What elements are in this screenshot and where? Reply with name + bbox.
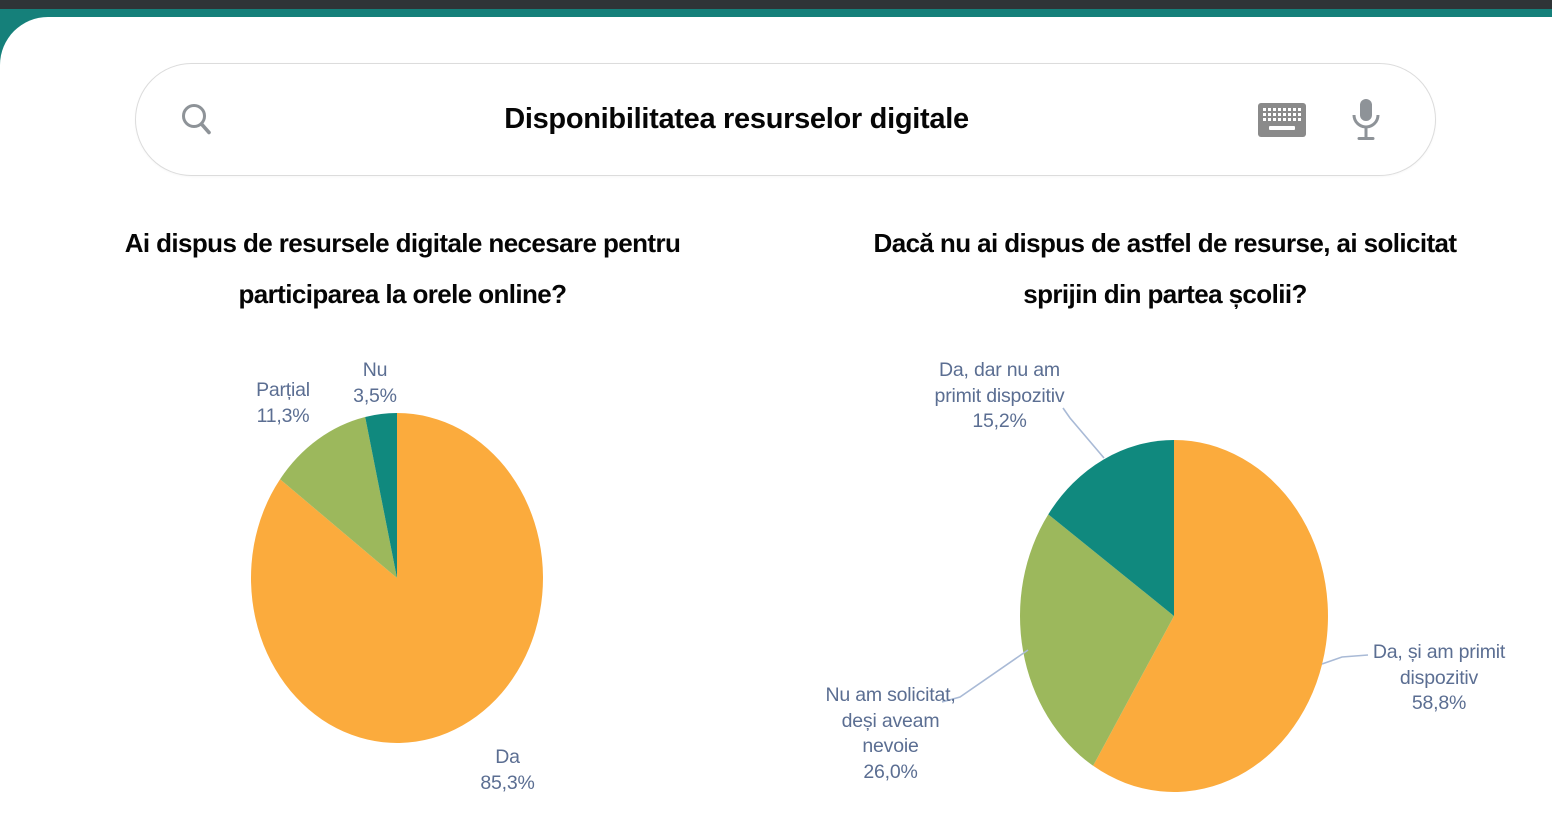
chart-title-right: Dacă nu ai dispus de astfel de resurse, … [800, 218, 1530, 320]
pie-right [1019, 440, 1328, 792]
pie-label-nu: Nu 3,5% [353, 359, 397, 407]
leader-line-orange-slice [1321, 654, 1369, 665]
chart-title-left: Ai dispus de resursele digitale necesare… [40, 218, 765, 320]
pie-left [250, 413, 543, 743]
pie-label-da-dar-nu-am-primit: Da, dar nu am primit dispozitiv 15,2% [934, 359, 1065, 432]
keyboard-icon[interactable] [1257, 101, 1307, 139]
leader-line-green-slice [941, 649, 1029, 703]
search-bar[interactable]: Disponibilitatea resurselor digitale [135, 63, 1436, 176]
pie-slice [365, 413, 397, 578]
pie-label-nu-am-solicitat: Nu am solicitat, deși aveam nevoie 26,0% [825, 684, 956, 783]
leader-line-teal-slice [1062, 407, 1105, 459]
pie-label-da: Da 85,3% [480, 746, 535, 794]
pie-label-partial: Parțial 11,3% [256, 379, 310, 427]
search-icon[interactable] [178, 101, 216, 139]
chart-title-left-line1: Ai dispus de resursele digitale necesare… [124, 228, 681, 258]
pie-slice [1093, 440, 1328, 792]
pie-slice [250, 413, 543, 743]
pie-slice [280, 416, 397, 578]
search-input[interactable]: Disponibilitatea resurselor digitale [504, 103, 969, 135]
pie-slice [1019, 514, 1174, 766]
chart-title-right-line1: Dacă nu ai dispus de astfel de resurse, … [873, 228, 1458, 258]
pie-slice [1048, 440, 1174, 616]
microphone-icon[interactable] [1349, 97, 1383, 143]
chart-title-left-line2: participarea la orele online? [238, 279, 568, 309]
top-dark-bar [0, 0, 1552, 9]
pie-label-da-si-am-primit: Da, și am primit dispozitiv 58,8% [1372, 641, 1506, 714]
chart-title-right-line2: sprijin din partea școlii? [1023, 279, 1307, 309]
